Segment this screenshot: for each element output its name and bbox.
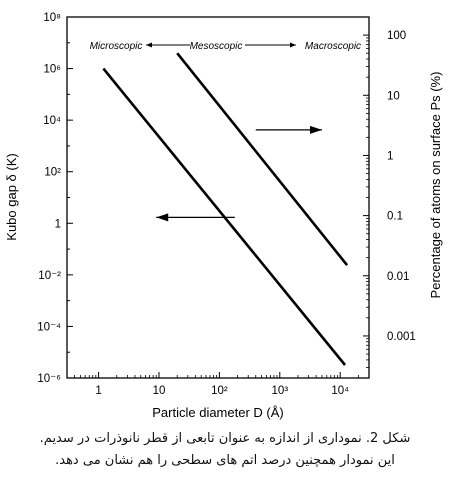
series-layer	[102, 52, 349, 366]
right-y-tick-label: 0.001	[387, 331, 416, 343]
x-tick-label: 1	[95, 385, 101, 397]
left-y-tick-label: 10⁴	[43, 115, 61, 127]
x-tick-label: 10⁴	[331, 385, 349, 397]
left-y-tick-label: 1	[55, 218, 61, 230]
left-y-tick-label: 10⁻⁴	[37, 321, 61, 333]
surface-atoms-line	[176, 52, 349, 267]
right-y-axis-label: Percentage of atoms on surface Ps (%)	[428, 72, 443, 299]
arrow-layer	[156, 125, 322, 222]
left-y-axis-label: Kubo gap δ (K)	[4, 153, 19, 240]
x-tick-label: 10	[153, 385, 166, 397]
left-y-tick-label: 10²	[44, 167, 61, 179]
axis-arrow-head	[156, 213, 169, 222]
left-y-tick-label: 10⁸	[43, 12, 61, 24]
x-tick-label: 10²	[211, 385, 228, 397]
region-labels: Microscopic Mesoscopic Macroscopic	[90, 41, 361, 52]
region-label: Macroscopic	[305, 41, 361, 52]
plot-frame	[66, 16, 370, 379]
x-axis: 1 10 10² 10³ 10⁴	[66, 372, 370, 397]
right-y-tick-label: 100	[387, 30, 406, 42]
left-y-axis: 10⁻⁶ 10⁻⁴ 10⁻² 1 10² 10⁴ 10⁶ 10⁸	[37, 12, 73, 385]
caption-line-1: شکل 2. نموداری از اندازه به عنوان تابعی …	[39, 431, 411, 446]
left-y-tick-label: 10⁶	[43, 64, 61, 76]
region-arrow-head	[146, 42, 152, 48]
right-y-tick-label: 10	[387, 90, 400, 102]
right-y-tick-label: 0.01	[387, 271, 409, 283]
region-label: Microscopic	[90, 41, 143, 52]
left-y-tick-label: 10⁻²	[38, 270, 61, 282]
x-tick-label: 10³	[271, 385, 288, 397]
left-y-tick-label: 10⁻⁶	[37, 373, 61, 385]
right-y-tick-label: 1	[387, 150, 393, 162]
right-y-tick-label: 0.1	[387, 211, 403, 223]
caption-line-2: این نمودار همچنین درصد اتم های سطحی را ه…	[55, 453, 395, 468]
region-arrow-head	[290, 42, 296, 48]
region-label: Mesoscopic	[190, 41, 243, 52]
right-y-axis: 0.001 0.01 0.1 1 10 100	[363, 16, 416, 379]
x-axis-label: Particle diameter D (Å)	[152, 405, 283, 420]
axis-arrow-head	[309, 125, 322, 134]
